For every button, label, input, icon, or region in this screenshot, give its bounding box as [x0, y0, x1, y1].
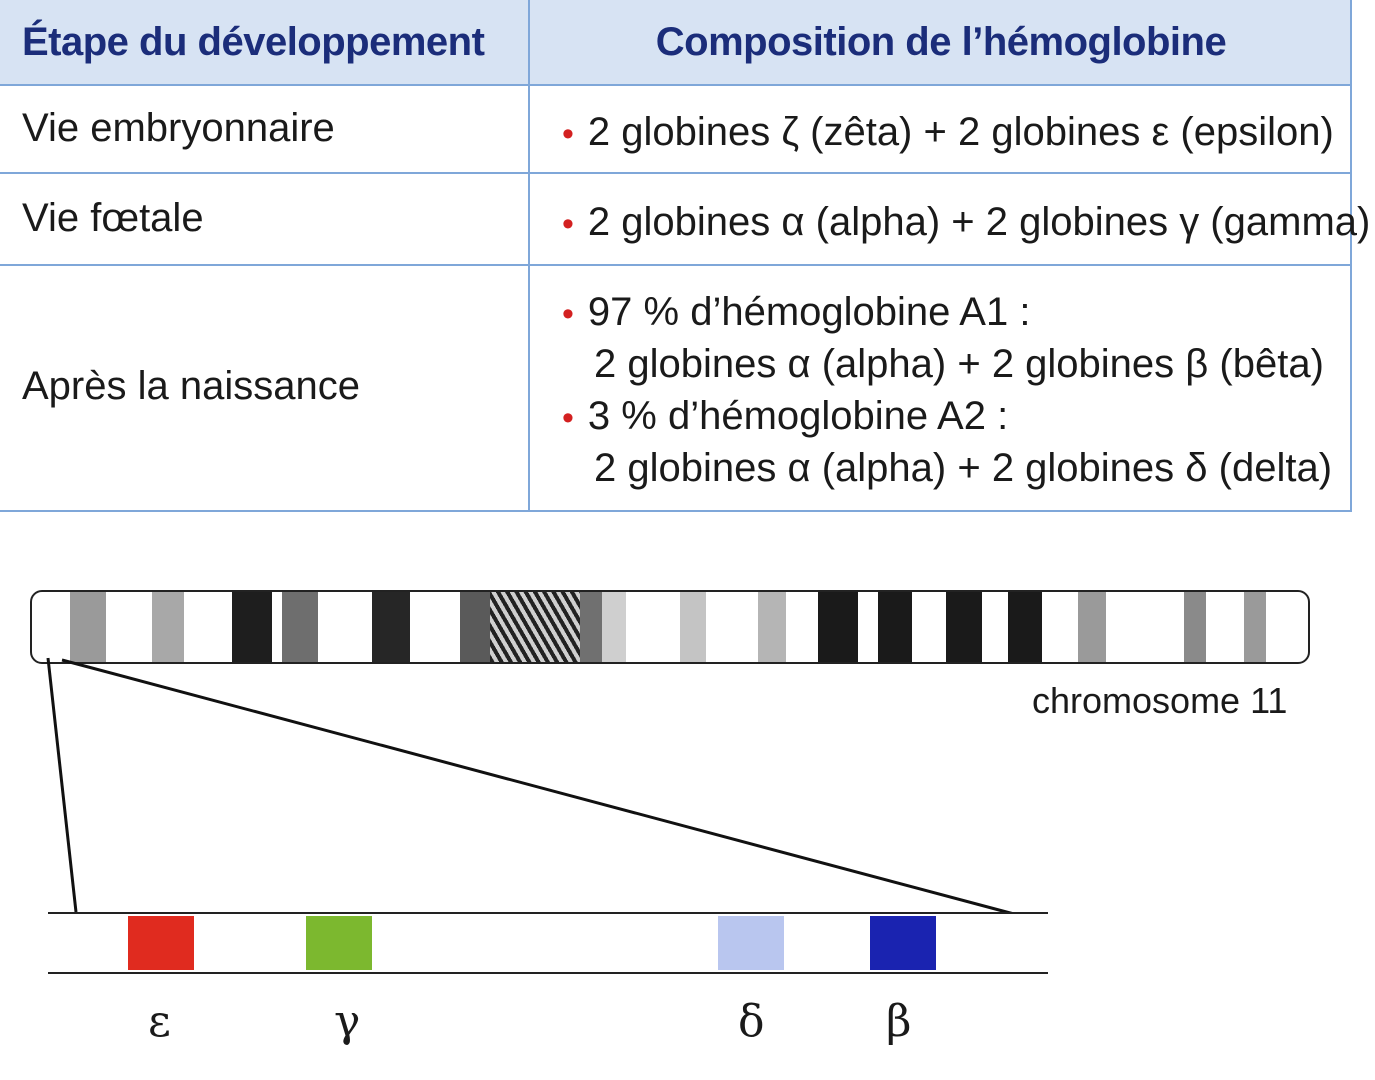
gene-label-epsilon: ε [148, 996, 171, 1047]
chromosome-band [1078, 592, 1106, 662]
chromosome-band [1244, 592, 1266, 662]
chromosome-band [818, 592, 858, 662]
chromosome-band [878, 592, 912, 662]
bullet-icon: • [562, 399, 574, 437]
gene-epsilon [128, 916, 194, 970]
chromosome-band [1008, 592, 1042, 662]
beta-globin-locus [48, 912, 1048, 974]
gene-delta [718, 916, 784, 970]
composition-text: 2 globines α (alpha) + 2 globines δ (del… [594, 446, 1333, 490]
composition-line: • 97 % d’hémoglobine A1 : [562, 290, 1030, 335]
stage-after-birth: Après la naissance [22, 364, 360, 408]
row-divider [0, 172, 1352, 174]
bullet-icon: • [562, 115, 574, 153]
composition-line: • 3 % d’hémoglobine A2 : [562, 394, 1008, 439]
gene-label-gamma: γ [334, 996, 361, 1047]
composition-text: 97 % d’hémoglobine A1 : [587, 290, 1031, 334]
composition-line: • 2 globines ζ (zêta) + 2 globines ε (eps… [562, 110, 1334, 155]
row-divider [0, 264, 1352, 266]
gene-label-delta: δ [738, 996, 765, 1047]
header-composition: Composition de l’hémoglobine [655, 20, 1227, 64]
gene-gamma [306, 916, 372, 970]
stage-embryonic: Vie embryonnaire [22, 106, 335, 150]
chromosome-band [460, 592, 490, 662]
chromosome-band [152, 592, 184, 662]
gene-beta [870, 916, 936, 970]
column-divider [528, 0, 530, 512]
stage-fetal: Vie fœtale [22, 196, 204, 240]
chromosome-band [680, 592, 706, 662]
composition-text: 2 globines α (alpha) + 2 globines β (bêt… [594, 342, 1324, 386]
chromosome-11 [30, 590, 1310, 664]
header-stage: Étape du développement [22, 20, 485, 64]
chromosome-label: chromosome 11 [1032, 680, 1288, 721]
chromosome-band [282, 592, 318, 662]
chromosome-band [946, 592, 982, 662]
table-right-border [1350, 0, 1352, 512]
composition-text: 2 globines ζ (zêta) + 2 globines ε (epsi… [587, 110, 1334, 154]
composition-text: 2 globines α (alpha) + 2 globines γ (gam… [587, 200, 1371, 244]
chromosome-band [372, 592, 410, 662]
gene-label-beta: β [886, 996, 912, 1047]
composition-text: 3 % d’hémoglobine A2 : [587, 394, 1009, 438]
table-header: Étape du développement Composition de l’… [0, 0, 1352, 86]
chromosome-band [232, 592, 272, 662]
centromere [490, 592, 580, 662]
chromosome-band [70, 592, 106, 662]
chromosome-band [758, 592, 786, 662]
chromosome-band [580, 592, 602, 662]
chromosome-band [1184, 592, 1206, 662]
bullet-icon: • [562, 205, 574, 243]
chromosome-band [602, 592, 626, 662]
row-divider [0, 510, 1352, 512]
bullet-icon: • [562, 295, 574, 333]
composition-line: • 2 globines α (alpha) + 2 globines γ (ga… [562, 200, 1370, 245]
